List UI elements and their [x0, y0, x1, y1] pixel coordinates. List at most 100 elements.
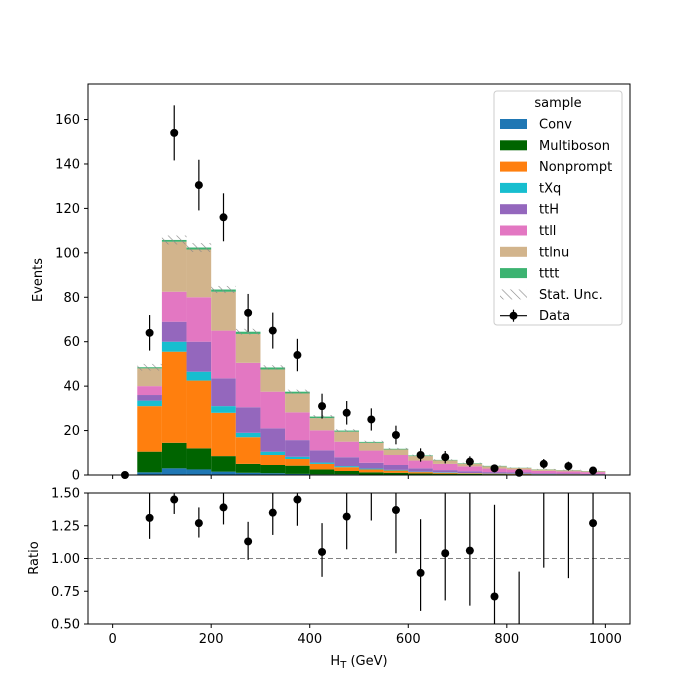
main-y-ticks: 0 20 40 60 80 100 120 140 160	[55, 113, 88, 484]
main-y-tick-label-1: 20	[63, 424, 80, 439]
bar-tth-bin-3	[186, 341, 212, 372]
bar-ttlnu-bin-9	[334, 431, 359, 442]
bar-txq-bin-8	[309, 462, 335, 464]
ratio-y-tick-label-2: 1.00	[51, 552, 80, 567]
bar-nonprompt-bin-7	[285, 459, 310, 466]
data-point-19	[589, 466, 598, 475]
ratio-points	[145, 450, 598, 624]
ratio-y-tick-label-4: 1.50	[51, 487, 80, 502]
legend: sample Conv Multiboson Nonprompt tXq ttH ttll…	[493, 90, 623, 326]
bar-ttlnu-bin-2	[161, 241, 187, 292]
data-point-14	[465, 457, 474, 466]
bar-txq-bin-1	[137, 400, 162, 407]
ratio-panel: 0.50 0.75 1.00 1.25 1.50 0 200 400 600 800 1000 R…	[27, 450, 631, 671]
bar-multiboson-bin-10	[359, 472, 384, 475]
data-point-6	[268, 326, 277, 335]
legend-swatch-ttlnu	[500, 246, 527, 257]
ratio-x-tick-label-5: 1000	[589, 632, 622, 647]
ratio-x-tick-label-2: 400	[297, 632, 322, 647]
bar-ttlnu-bin-18	[556, 470, 581, 472]
bar-txq-bin-9	[334, 466, 359, 468]
bar-nonprompt-bin-1	[137, 406, 162, 452]
ratio-x-tick-label-3: 600	[396, 632, 421, 647]
bar-tth-bin-7	[285, 440, 310, 457]
main-y-tick-label-0: 0	[72, 469, 80, 484]
main-y-tick-label-2: 40	[63, 380, 80, 395]
bar-conv-bin-3	[186, 469, 212, 475]
data-point-11	[391, 431, 400, 440]
legend-label-data: Data	[539, 309, 570, 324]
legend-label-txq: tXq	[539, 181, 561, 196]
legend-swatch-tth	[500, 204, 527, 215]
ratio-x-ticks: 0 200 400 600 800 1000	[108, 624, 622, 647]
bar-ttll-bin-13	[432, 463, 458, 471]
bar-multiboson-bin-2	[161, 442, 187, 469]
legend-swatch-txq	[500, 182, 527, 193]
bar-ttlnu-bin-10	[359, 442, 384, 451]
bar-txq-bin-4	[211, 406, 236, 413]
legend-label-tth: ttH	[539, 203, 559, 218]
x-axis-label: HT (GeV)	[330, 654, 387, 671]
legend-swatch-data-marker	[509, 311, 518, 320]
ratio-point-0	[145, 513, 154, 522]
ratio-point-4	[244, 537, 253, 546]
bar-ttll-bin-8	[309, 430, 335, 451]
bar-nonprompt-bin-3	[186, 380, 212, 449]
ratio-point-2	[194, 519, 203, 528]
bar-multiboson-bin-1	[137, 451, 162, 473]
bar-nonprompt-bin-13	[432, 472, 458, 474]
ratio-point-12	[441, 549, 450, 558]
ratio-point-16	[540, 450, 548, 458]
ratio-x-tick-label-1: 200	[199, 632, 224, 647]
bar-nonprompt-bin-12	[408, 472, 433, 474]
ratio-point-6	[293, 495, 302, 504]
stat-unc-bin-10	[359, 440, 384, 444]
bar-ttll-bin-17	[531, 470, 557, 474]
bar-multiboson-bin-11	[383, 472, 409, 475]
legend-label-conv: Conv	[539, 118, 572, 133]
ratio-y-axis-label: Ratio	[27, 541, 42, 574]
legend-label-multiboson: Multiboson	[539, 139, 610, 154]
bar-ttll-bin-9	[334, 441, 359, 458]
legend-swatch-tttt	[500, 268, 527, 279]
stat-unc-bin-6	[260, 365, 286, 370]
bar-tth-bin-5	[235, 407, 261, 433]
bar-ttlnu-bin-17	[531, 469, 557, 471]
bar-conv-bin-4	[211, 471, 236, 475]
bar-tth-bin-8	[309, 450, 335, 463]
ratio-point-3	[219, 503, 228, 512]
ratio-point-9	[367, 476, 375, 484]
bar-ttlnu-bin-6	[260, 369, 286, 392]
bar-tth-bin-12	[408, 468, 433, 472]
legend-swatch-nonprompt	[500, 161, 527, 172]
bar-nonprompt-bin-14	[457, 473, 483, 474]
bar-ttll-bin-4	[211, 330, 236, 379]
bar-nonprompt-bin-5	[235, 437, 261, 464]
data-point-2	[170, 128, 179, 137]
bar-tth-bin-17	[531, 473, 557, 475]
bar-tth-bin-11	[383, 465, 409, 470]
data-point-5	[244, 308, 253, 317]
main-panel: 0 20 40 60 80 100 120 140 160 Events sample Conv…	[31, 83, 631, 484]
bar-multiboson-bin-3	[186, 448, 212, 470]
bar-ttll-bin-14	[457, 466, 483, 472]
data-point-3	[194, 181, 203, 190]
bar-ttlnu-bin-1	[137, 368, 162, 387]
bar-multiboson-bin-13	[432, 473, 458, 475]
ratio-y-tick-label-0: 0.50	[51, 618, 80, 633]
legend-label-stat-unc: Stat. Unc.	[539, 288, 603, 303]
data-point-1	[145, 328, 154, 337]
main-y-tick-label-8: 160	[55, 113, 80, 128]
bar-tth-bin-15	[482, 472, 507, 474]
bar-conv-bin-6	[260, 473, 286, 475]
ratio-x-tick-label-4: 800	[494, 632, 519, 647]
data-points	[120, 105, 598, 479]
bar-txq-bin-10	[359, 468, 384, 470]
stat-unc-bin-17	[531, 468, 557, 470]
ratio-y-tick-label-1: 0.75	[51, 585, 80, 600]
bar-ttlnu-bin-8	[309, 418, 335, 431]
stat-unc-bin-1	[137, 363, 162, 371]
stat-unc-bin-7	[285, 389, 310, 394]
ratio-point-11	[416, 568, 425, 577]
